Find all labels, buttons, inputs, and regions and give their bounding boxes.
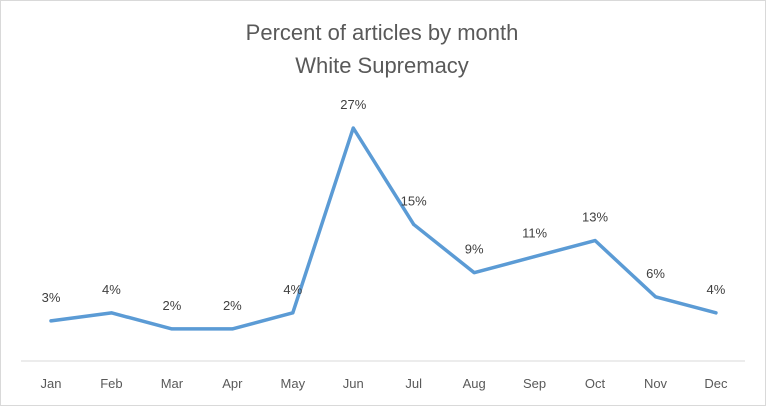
series-group: Jan Feb Mar Apr May Jun Jul Aug Sep Oct Nov Dec 3% 4%…	[41, 97, 728, 391]
data-label: 4%	[707, 282, 726, 297]
x-tick-label: Apr	[222, 376, 243, 391]
x-tick-label: Dec	[704, 376, 728, 391]
data-label: 4%	[102, 282, 121, 297]
x-tick-label: May	[281, 376, 306, 391]
x-tick-label: Aug	[463, 376, 486, 391]
data-point	[654, 295, 657, 299]
x-tick-label: Sep	[523, 376, 546, 391]
chart-subtitle: White Supremacy	[295, 53, 469, 78]
data-label: 27%	[340, 97, 366, 112]
x-tick-label: Jan	[41, 376, 62, 391]
data-label: 6%	[646, 266, 665, 281]
data-point	[291, 311, 295, 315]
data-label: 2%	[223, 298, 242, 313]
series-line	[49, 126, 718, 331]
data-point	[49, 319, 53, 323]
x-tick-label: Nov	[644, 376, 668, 391]
x-tick-label: Jun	[343, 376, 364, 391]
data-point	[109, 311, 113, 315]
data-label: 15%	[401, 193, 427, 208]
data-point	[714, 311, 718, 315]
data-label: 4%	[283, 282, 302, 297]
data-label: 3%	[42, 290, 61, 305]
data-point	[593, 239, 597, 243]
x-tick-label: Jul	[405, 376, 422, 391]
x-tick-label: Mar	[161, 376, 184, 391]
data-point	[412, 222, 416, 226]
data-label: 13%	[582, 210, 608, 225]
x-tick-label: Oct	[585, 376, 606, 391]
data-label: 11%	[522, 226, 547, 241]
data-point	[533, 255, 537, 259]
data-point	[351, 126, 355, 130]
data-point	[170, 327, 174, 331]
chart-title: Percent of articles by month	[246, 20, 519, 45]
x-tick-label: Feb	[100, 376, 122, 391]
data-label: 2%	[163, 298, 182, 313]
data-label: 9%	[465, 242, 484, 257]
data-point	[472, 271, 476, 275]
data-point	[230, 327, 234, 331]
